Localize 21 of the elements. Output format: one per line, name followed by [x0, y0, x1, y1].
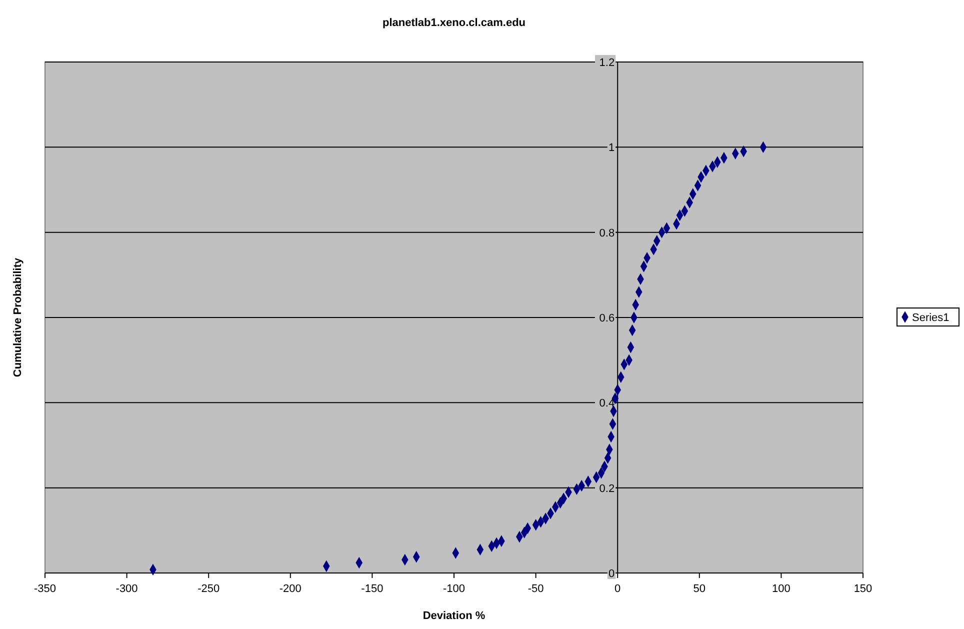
chart-title: planetlab1.xeno.cl.cam.edu: [382, 17, 526, 29]
x-tick-label: -150: [361, 583, 384, 595]
x-tick-label: -300: [116, 583, 138, 595]
x-axis-title: Deviation %: [422, 610, 486, 622]
x-tick-label: -250: [198, 583, 220, 595]
x-tick-label: -100: [442, 583, 466, 595]
y-tick-label: 0: [608, 568, 615, 580]
y-tick-label: 1.2: [599, 57, 615, 69]
y-tick-label: 0.8: [599, 227, 615, 240]
x-tick-label: 150: [854, 583, 872, 595]
y-axis-title: Cumulative Probability: [12, 257, 24, 378]
y-tick-label: 0.2: [599, 482, 615, 495]
y-tick-label: 0.6: [599, 312, 615, 324]
y-tick-label: 0.4: [599, 398, 615, 410]
legend-label: Series1: [912, 312, 950, 324]
x-tick-label: 100: [772, 583, 790, 595]
x-tick-label: 50: [693, 583, 706, 595]
x-tick-label: -350: [34, 583, 56, 595]
x-tick-label: -50: [528, 583, 544, 595]
x-tick-label: -200: [279, 583, 302, 595]
y-tick-label: 1: [608, 142, 615, 154]
